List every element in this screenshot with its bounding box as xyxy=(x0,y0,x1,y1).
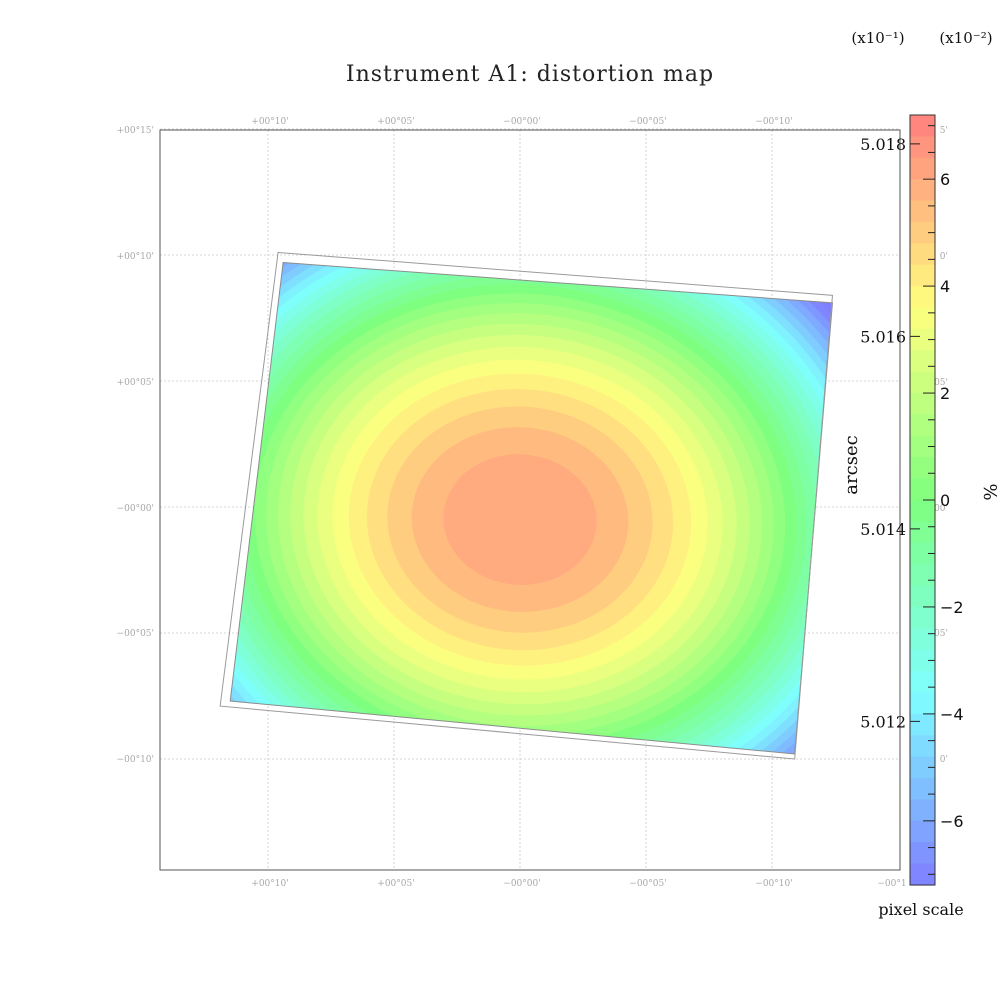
y-tick-label-right: 0' xyxy=(940,252,948,262)
colorbar-title: pixel scale xyxy=(878,900,963,919)
colorbar: 6 4 2 0 −2 −4 −6 5.018 5.016 5.014 5.012 xyxy=(860,114,964,886)
colorbar-band xyxy=(910,500,935,522)
percent-axis-label: % xyxy=(979,483,1000,500)
colorbar-band xyxy=(910,585,935,608)
colorbar-band xyxy=(910,564,935,587)
x-tick-label-top: +00°10' xyxy=(251,117,288,127)
colorbar-band xyxy=(910,286,935,309)
x-tick-label-bottom: −00°05' xyxy=(629,879,666,889)
y-tick-label-right: 05' xyxy=(934,378,948,388)
x-tick-label-bottom: −00°00' xyxy=(503,879,540,889)
colorbar-band xyxy=(910,221,935,244)
colorbar-band xyxy=(910,606,935,629)
colorbar-band xyxy=(910,478,935,501)
colorbar-band xyxy=(910,328,935,351)
colorbar-band xyxy=(910,799,935,822)
x-tick-label-top: −00°10' xyxy=(755,117,792,127)
colorbar-band xyxy=(910,649,935,672)
colorbar-band xyxy=(910,115,935,137)
colorbar-band xyxy=(910,756,935,779)
plot-frame xyxy=(159,129,901,871)
colorbar-band xyxy=(910,136,935,159)
colorbar-band xyxy=(910,393,935,416)
colorbar-pixel-scale-label: 5.018 xyxy=(860,135,906,154)
colorbar-pixel-scale-label: 5.012 xyxy=(860,712,906,731)
y-tick-label: −00°10' xyxy=(117,755,154,765)
colorbar-band xyxy=(910,521,935,544)
colorbar-band xyxy=(910,371,935,394)
colorbar-band xyxy=(910,713,935,736)
y-ticks-left: +00°15' +00°10' +00°05' −00°00' −00°05' −00°1… xyxy=(117,126,154,765)
colorbar-band xyxy=(910,435,935,458)
chart-title: Instrument A1: distortion map xyxy=(346,62,714,87)
colorbar-pixel-scale-label: 5.016 xyxy=(860,327,906,346)
x-tick-label-top: −00°05' xyxy=(629,117,666,127)
colorbar-band xyxy=(910,671,935,694)
distortion-contour xyxy=(443,454,597,585)
colorbar-band xyxy=(910,414,935,437)
y-tick-label: +00°10' xyxy=(117,252,154,262)
colorbar-band xyxy=(910,264,935,287)
colorbar-band xyxy=(910,820,935,843)
percent-multiplier: (x10⁻¹) xyxy=(851,29,904,47)
field-frame xyxy=(219,251,834,760)
colorbar-band xyxy=(910,157,935,180)
colorbar-percent-label: −6 xyxy=(940,812,964,831)
x-tick-label-top: +00°05' xyxy=(377,117,414,127)
colorbar-band xyxy=(910,692,935,715)
colorbar-percent-label: 0 xyxy=(940,491,950,510)
x-tick-label-bottom: −00°10' xyxy=(755,879,792,889)
colorbar-band xyxy=(910,200,935,223)
colorbar-percent-label: 4 xyxy=(940,277,950,296)
x-ticks-bottom: +00°10' +00°05' −00°00' −00°05' −00°10' −00°1 xyxy=(251,879,906,889)
distortion-field xyxy=(219,251,834,760)
x-ticks-top: +00°10' +00°05' −00°00' −00°05' −00°10' xyxy=(251,117,792,127)
colorbar-band xyxy=(910,350,935,373)
colorbar-band xyxy=(910,863,935,886)
colorbar-percent-label: 2 xyxy=(940,384,950,403)
colorbar-pixel-scale-label: 5.014 xyxy=(860,520,906,539)
x-tick-label-bottom: −00°1 xyxy=(877,879,906,889)
colorbar-band xyxy=(910,628,935,651)
colorbar-percent-label: −2 xyxy=(940,598,964,617)
colorbar-band xyxy=(910,307,935,330)
pixel-scale-multiplier: (x10⁻²) xyxy=(939,29,992,47)
colorbar-percent-label: −4 xyxy=(940,705,964,724)
colorbar-band xyxy=(910,243,935,266)
x-tick-label-top: −00°00' xyxy=(503,117,540,127)
colorbar-band xyxy=(910,735,935,758)
colorbar-percent-label: 6 xyxy=(940,170,950,189)
x-tick-label-bottom: +00°05' xyxy=(377,879,414,889)
x-tick-label-bottom: +00°10' xyxy=(251,879,288,889)
y-tick-label-right: 00' xyxy=(934,504,948,514)
colorbar-band xyxy=(910,778,935,801)
colorbar-band xyxy=(910,457,935,480)
colorbar-band xyxy=(910,842,935,865)
y-tick-label: −00°05' xyxy=(117,629,154,639)
y-tick-label-right: 05' xyxy=(934,629,948,639)
y-ticks-right: 5' 0' 05' 00' 05' 0' xyxy=(934,126,948,765)
colorbar-band xyxy=(910,542,935,565)
y-tick-label-right: 5' xyxy=(940,126,948,136)
y-tick-label: +00°15' xyxy=(117,126,154,136)
y-tick-label: −00°00' xyxy=(117,504,154,514)
pixel-scale-axis-label: arcsec xyxy=(841,435,862,494)
colorbar-band xyxy=(910,179,935,202)
y-tick-label-right: 0' xyxy=(940,755,948,765)
y-tick-label: +00°05' xyxy=(117,378,154,388)
